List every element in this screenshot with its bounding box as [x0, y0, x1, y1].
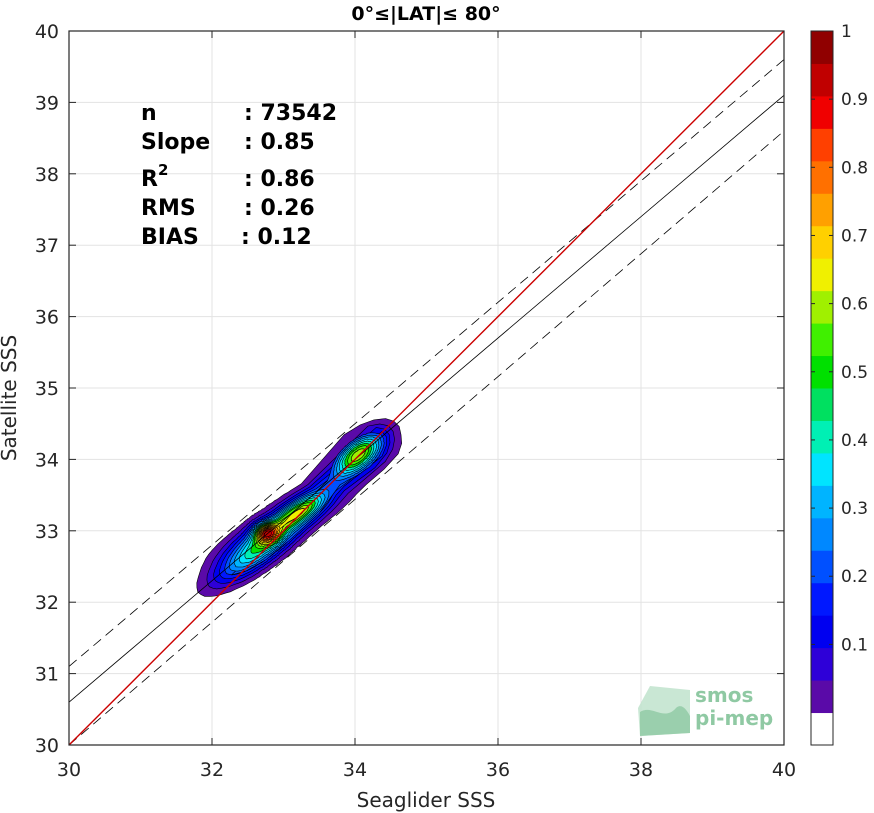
stat-rms-value: : 0.26 — [244, 196, 315, 221]
y-tick-label: 36 — [35, 307, 59, 329]
y-tick-label: 31 — [35, 664, 59, 686]
y-axis: 30 31 32 33 34 35 36 37 38 39 40 — [35, 21, 784, 757]
y-axis-label: Satellite SSS — [0, 335, 21, 461]
chart-title: 0°≤|LAT|≤ 80° — [351, 3, 500, 25]
colorbar-segment — [811, 355, 833, 389]
stat-bias-value: : 0.12 — [241, 225, 312, 250]
colorbar-segment — [811, 550, 833, 584]
colorbar-segment — [811, 323, 833, 357]
colorbar-tick-label: 0.3 — [841, 499, 868, 519]
colorbar-segment — [811, 160, 833, 194]
stat-n-label: n — [141, 101, 157, 126]
fit-plus-line — [68, 59, 785, 667]
y-tick-label: 40 — [35, 21, 59, 43]
colorbar-segment — [811, 517, 833, 551]
colorbar-frame — [810, 30, 834, 746]
x-tick-label: 40 — [772, 759, 796, 781]
stat-r2-sup: 2 — [158, 161, 168, 179]
regression-lines — [68, 30, 785, 746]
colorbar-segment — [811, 290, 833, 324]
colorbar-segment — [811, 485, 833, 519]
y-tick-label: 30 — [35, 735, 59, 757]
fit-minus-line — [68, 130, 785, 746]
colorbar-segment — [811, 452, 833, 486]
colorbar-tick-label: 0.7 — [841, 226, 868, 246]
y-tick-label: 37 — [35, 235, 59, 257]
y-tick-label: 39 — [35, 92, 59, 114]
colorbar-segment — [811, 680, 833, 714]
colorbar-segment — [811, 128, 833, 162]
x-tick-label: 32 — [200, 759, 224, 781]
stat-rms-label: RMS — [141, 196, 196, 221]
colorbar-segment — [811, 31, 833, 64]
colorbar-tick-label: 0.6 — [841, 295, 868, 315]
stat-bias-label: BIAS — [141, 225, 199, 250]
colorbar-segment — [811, 63, 833, 97]
colorbar-segment — [811, 95, 833, 129]
x-tick-label: 36 — [486, 759, 510, 781]
stat-slope-value: : 0.85 — [244, 130, 315, 155]
stat-r2-value: : 0.86 — [244, 167, 315, 192]
colorbar-tick-label: 0.1 — [841, 635, 868, 655]
x-axis-label: Seaglider SSS — [357, 788, 496, 812]
x-tick-label: 34 — [343, 759, 367, 781]
colorbar-tick-label: 0.9 — [841, 90, 868, 110]
x-axis: 30 32 34 36 38 40 — [57, 31, 796, 781]
colorbar-ticks: 0.1 0.2 0.3 0.4 0.5 0.6 0.7 0.8 0.9 1 — [811, 22, 868, 655]
colorbar-tick-label: 0.8 — [841, 158, 868, 178]
colorbar-segment — [811, 420, 833, 454]
colorbar — [811, 31, 833, 746]
colorbar-tick-label: 0.5 — [841, 363, 868, 383]
colorbar-tick-label: 0.2 — [841, 567, 868, 587]
colorbar-tick-label: 1 — [841, 22, 852, 42]
y-tick-label: 33 — [35, 521, 59, 543]
colorbar-segment — [811, 615, 833, 649]
colorbar-segment — [811, 193, 833, 227]
logo-line-1: smos — [695, 683, 753, 707]
colorbar-segment — [811, 388, 833, 421]
logo-line-2: pi-mep — [695, 706, 773, 730]
fit-line — [68, 94, 785, 703]
colorbar-tick-label: 0.4 — [841, 431, 868, 451]
y-tick-label: 35 — [35, 378, 59, 400]
colorbar-segment — [811, 258, 833, 292]
stat-slope-label: Slope — [141, 130, 210, 155]
logo-wave-icon-2 — [640, 706, 690, 736]
x-tick-label: 38 — [629, 759, 653, 781]
identity-line — [68, 30, 785, 746]
y-tick-label: 32 — [35, 592, 59, 614]
colorbar-segment — [811, 647, 833, 681]
x-tick-label: 30 — [57, 759, 81, 781]
stat-r2-label: R2 — [141, 161, 168, 192]
stats-annotation: n : 73542 Slope : 0.85 R2 : 0.86 RMS : 0… — [141, 101, 337, 250]
grid — [68, 30, 785, 746]
stat-n-value: : 73542 — [244, 101, 337, 126]
colorbar-segment — [811, 225, 833, 259]
smos-pi-mep-logo: smos pi-mep — [638, 683, 773, 736]
colorbar-segment — [811, 582, 833, 616]
stat-r2-base: R — [141, 167, 158, 192]
y-tick-label: 34 — [35, 449, 59, 471]
colorbar-segment — [811, 712, 833, 746]
y-tick-label: 38 — [35, 164, 59, 186]
